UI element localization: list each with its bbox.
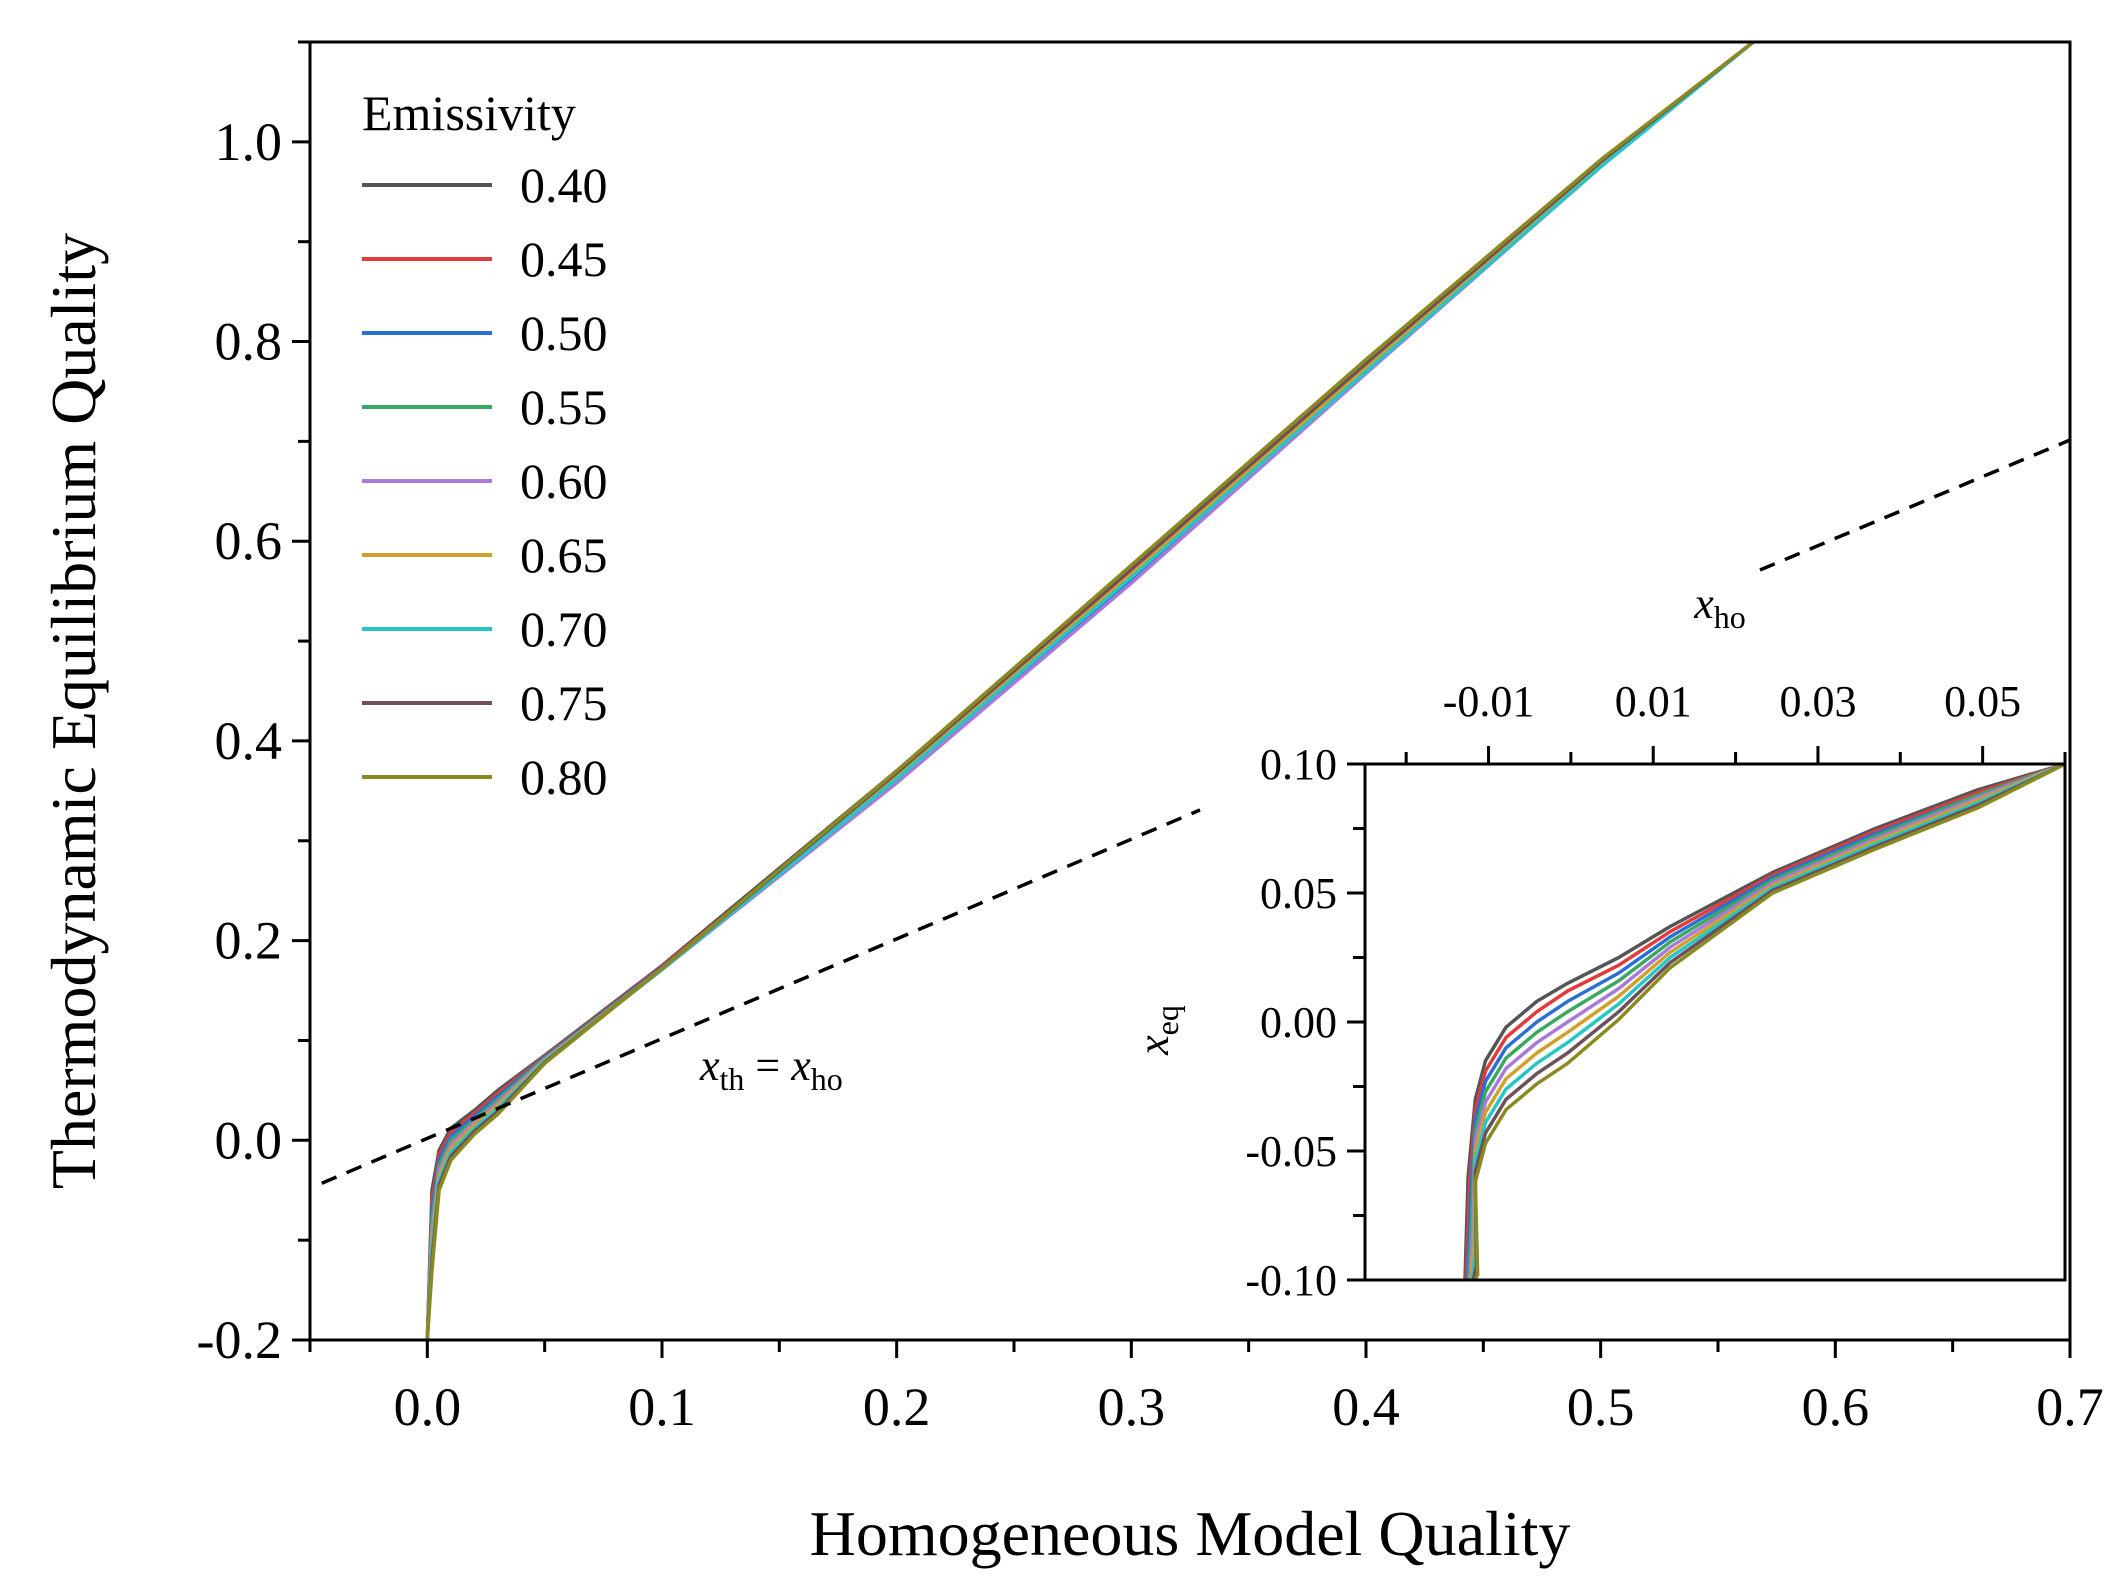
inset-x-symbol: x [1693,579,1714,628]
inset-x-subscript: ho [1714,599,1746,635]
reference-line-label: xth = xho [699,1041,843,1097]
inset-x-tick-label: -0.01 [1443,677,1535,726]
inset-y-tick-label: 0.00 [1260,998,1337,1047]
inset-y-symbol: x [1129,1035,1178,1056]
inset-y-tick-label: 0.05 [1260,869,1337,918]
legend-label: 0.75 [520,675,608,731]
legend-label: 0.45 [520,231,608,287]
legend-item: 0.50 [362,305,608,361]
main-y-axis-title: Thermodynamic Equilibrium Quality [38,233,109,1189]
inset-y-tick-label: -0.05 [1245,1127,1337,1176]
inset-x-axis-title: xho [1693,579,1746,635]
main-x-tick-label: 0.4 [1332,1377,1400,1437]
legend-item: 0.60 [362,453,608,509]
inset-series-line [1466,762,2066,1281]
inset-series-line [1469,762,2066,1281]
inset-series-line [1464,762,2066,1281]
inset-series-line [1470,762,2066,1281]
inset-curves [1463,762,2066,1281]
inset-x-tick-label: 0.03 [1779,677,1856,726]
inset-y-axis-title: xeq [1129,1005,1185,1056]
main-x-tick-label: 0.6 [1802,1377,1870,1437]
main-series-line [425,40,1755,1341]
inset-series-line [1473,762,2066,1281]
legend-items: 0.40 0.45 0.50 0.55 0.60 0.65 0.70 0.75 0.80 [362,157,608,805]
legend-item: 0.70 [362,601,608,657]
main-y-tick-label: 1.0 [215,112,283,172]
legend-item: 0.55 [362,379,608,435]
inset-plot: -0.01 0.01 0.03 0.05 0.10 0.05 0.00 -0.05 -0.10… [1129,438,2071,1305]
legend-title: Emissivity [362,85,576,141]
main-x-tick-label: 0.5 [1567,1377,1635,1437]
inset-x-ticks: -0.01 0.01 0.03 0.05 [1404,677,2067,764]
main-y-tick-label: 0.2 [215,911,283,971]
main-x-axis-title: Homogeneous Model Quality [810,1498,1571,1569]
inset-series-line [1471,762,2066,1281]
main-curves [425,40,1755,1341]
main-y-tick-label: -0.2 [197,1310,282,1370]
x-th-symbol: x [699,1041,720,1090]
main-y-tick-label: 0.6 [215,511,283,571]
inset-series-line [1463,762,2066,1281]
main-x-tick-label: 0.3 [1098,1377,1166,1437]
main-plot-frame [308,40,2072,1342]
legend: Emissivity 0.400.450.500.550.600.650.700… [362,85,608,805]
reference-line-inset [1759,438,2071,572]
legend-label: 0.55 [520,379,608,435]
equals-sign: = [744,1041,791,1090]
legend-item: 0.75 [362,675,608,731]
inset-series-line [1465,762,2066,1281]
inset-y-subscript: eq [1149,1005,1185,1035]
x-ho-subscript: ho [811,1061,843,1097]
inset-y-ticks: 0.10 0.05 0.00 -0.05 -0.10 [1245,740,1365,1305]
main-y-tick-label: 0.4 [215,711,283,771]
inset-x-tick-label: 0.05 [1944,677,2021,726]
legend-label: 0.80 [520,749,608,805]
legend-item: 0.65 [362,527,608,583]
main-y-tick-label: 0.8 [215,312,283,372]
legend-item: 0.80 [362,749,608,805]
x-ho-symbol: x [790,1041,811,1090]
inset-y-tick-label: -0.10 [1245,1256,1337,1305]
main-x-tick-label: 0.2 [863,1377,931,1437]
x-th-subscript: th [720,1061,745,1097]
main-y-ticks: -0.2 0.0 0.2 0.4 0.6 0.8 1.0 [197,40,310,1370]
main-x-tick-label: 0.0 [394,1377,462,1437]
legend-label: 0.40 [520,157,608,213]
main-x-tick-label: 0.1 [628,1377,696,1437]
inset-series-line [1468,762,2066,1281]
main-x-ticks: 0.0 0.1 0.2 0.3 0.4 0.5 0.6 0.7 [308,1340,2104,1437]
legend-item: 0.45 [362,231,608,287]
legend-label: 0.65 [520,527,608,583]
legend-label: 0.60 [520,453,608,509]
legend-item: 0.40 [362,157,608,213]
inset-x-tick-label: 0.01 [1615,677,1692,726]
reference-line-main [321,808,1201,1185]
main-x-tick-label: 0.7 [2036,1377,2104,1437]
reference-line-label-text: xth = xho [699,1041,843,1097]
legend-label: 0.50 [520,305,608,361]
inset-y-tick-label: 0.10 [1260,740,1337,789]
main-y-tick-label: 0.0 [215,1110,283,1170]
main-plot: 0.0 0.1 0.2 0.3 0.4 0.5 0.6 0.7 -0.20.00.20.40.… [38,40,2104,1569]
inset-background [1365,760,2065,1280]
legend-label: 0.70 [520,601,608,657]
